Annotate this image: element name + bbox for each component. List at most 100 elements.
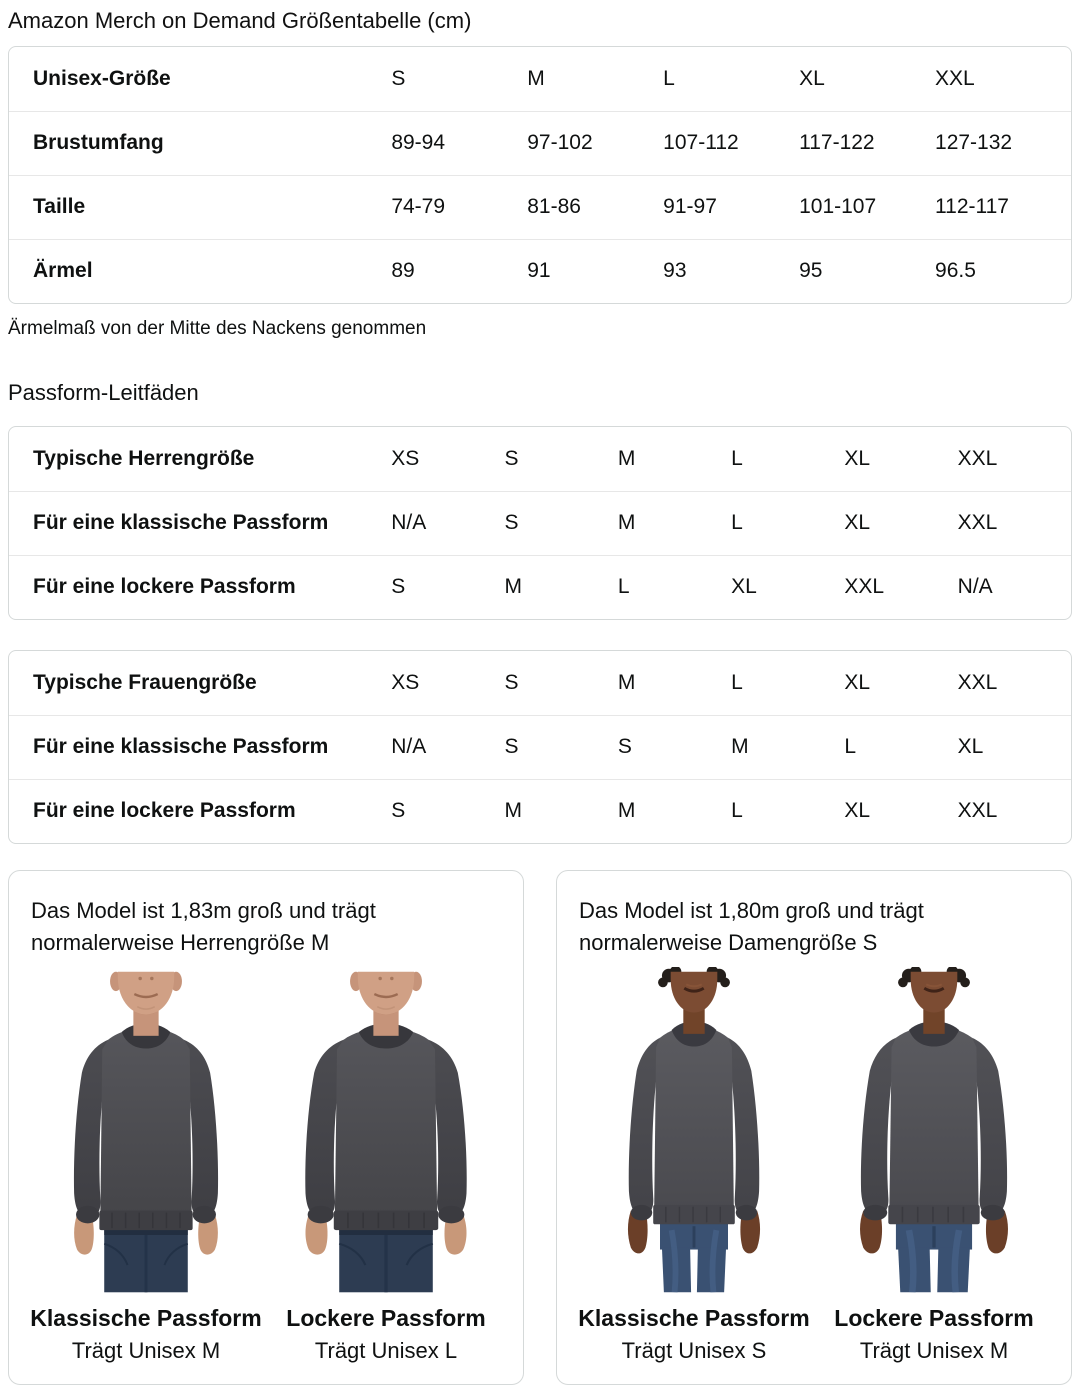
cell: 89 (391, 238, 528, 303)
row-label: Taille (9, 174, 392, 239)
cell: S (504, 490, 618, 555)
row-label: Typische Herrengröße (33, 446, 255, 470)
row-label: Typische Frauengröße (33, 670, 257, 694)
table-row: Ärmel 89 91 93 95 96.5 (9, 238, 1071, 303)
sleeve-measure-footnote: Ärmelmaß von der Mitte des Nackens genom… (8, 318, 427, 339)
cell: XL (844, 446, 871, 470)
cell: 112-117 (935, 174, 1071, 239)
cell: S (617, 714, 732, 779)
cell: XXL (957, 446, 998, 470)
row-label: Für eine lockere Passform (9, 778, 392, 843)
table-row: Taille 74-79 81-86 91-97 101-107 112-117 (9, 174, 1071, 239)
table-row: Für eine klassische Passform N/A S S M L… (9, 714, 1071, 779)
row-label: Für eine lockere Passform (9, 554, 392, 619)
model-cards: Das Model ist 1,83m groß und trägt norma… (8, 870, 1072, 1385)
female-model-loose-fit-photo (832, 966, 1036, 1297)
cell: S (504, 714, 618, 779)
mens-photo-row: Klassische Passform Trägt Unisex M Locke… (30, 967, 501, 1364)
cell: 91-97 (663, 174, 800, 239)
fit-caption: Klassische Passform (30, 1304, 262, 1331)
cell: N/A (391, 714, 505, 779)
table-row: Unisex-Größe S M L XL XXL (9, 47, 1071, 111)
cell: N/A (957, 554, 1071, 619)
cell: 97-102 (527, 110, 664, 175)
cell: XL (844, 778, 958, 843)
size-caption: Trägt Unisex L (314, 1337, 458, 1363)
cell: M (617, 670, 636, 694)
womens-loose-fit-column: Lockere Passform Trägt Unisex M (820, 966, 1048, 1364)
cell: M (617, 778, 732, 843)
cell: XXL (957, 670, 998, 694)
womens-photo-row: Klassische Passform Trägt Unisex S Locke… (578, 966, 1049, 1364)
womens-classic-fit-column: Klassische Passform Trägt Unisex S (578, 966, 810, 1364)
cell: 117-122 (799, 110, 936, 175)
cell: 96.5 (935, 238, 1071, 303)
cell: XS (391, 670, 420, 694)
table-row: Typische Frauengröße XS S M L XL XXL (9, 651, 1071, 715)
cell: XL (799, 66, 825, 90)
cell: M (504, 554, 618, 619)
cell: N/A (391, 490, 505, 555)
cell: XXL (957, 778, 1071, 843)
table-row: Brustumfang 89-94 97-102 107-112 117-122… (9, 110, 1071, 175)
table-row: Für eine klassische Passform N/A S M L X… (9, 490, 1071, 555)
fit-guides-heading: Passform-Leitfäden (8, 380, 199, 405)
row-label: Für eine klassische Passform (9, 490, 392, 555)
cell: XXL (957, 490, 1071, 555)
mens-classic-fit-column: Klassische Passform Trägt Unisex M (30, 967, 262, 1364)
cell: 91 (527, 238, 664, 303)
table-row: Für eine lockere Passform S M L XL XXL N… (9, 554, 1071, 619)
male-model-loose-fit-photo (303, 970, 469, 1294)
cell: S (391, 554, 505, 619)
cell: L (731, 670, 743, 694)
cell: S (391, 66, 406, 90)
cell: 74-79 (391, 174, 528, 239)
unisex-size-table: Unisex-Größe S M L XL XXL Brustumfang 89… (8, 46, 1072, 304)
mens-model-description: Das Model ist 1,83m groß und trägt norma… (31, 898, 376, 955)
fit-caption: Lockere Passform (834, 1304, 1034, 1331)
cell: S (391, 778, 505, 843)
size-caption: Trägt Unisex S (621, 1337, 767, 1363)
cell: M (504, 778, 618, 843)
cell: S (504, 446, 519, 470)
cell: L (731, 778, 845, 843)
size-caption: Trägt Unisex M (71, 1337, 221, 1363)
mens-model-card: Das Model ist 1,83m groß und trägt norma… (8, 870, 524, 1385)
cell: S (504, 670, 519, 694)
cell: L (731, 446, 743, 470)
cell: XS (391, 446, 420, 470)
cell: 101-107 (799, 174, 936, 239)
mens-fit-table: Typische Herrengröße XS S M L XL XXL Für… (8, 426, 1072, 620)
womens-fit-table: Typische Frauengröße XS S M L XL XXL Für… (8, 650, 1072, 844)
womens-model-description: Das Model ist 1,80m groß und trägt norma… (579, 898, 924, 955)
male-model-classic-fit-photo (72, 970, 220, 1294)
row-label: Brustumfang (9, 110, 392, 175)
cell: 95 (799, 238, 936, 303)
cell: M (731, 714, 845, 779)
row-label: Unisex-Größe (33, 66, 171, 90)
cell: M (617, 490, 732, 555)
row-label: Für eine klassische Passform (9, 714, 392, 779)
row-label: Ärmel (9, 238, 392, 303)
fit-caption: Lockere Passform (286, 1304, 486, 1331)
cell: 81-86 (527, 174, 664, 239)
page-title: Amazon Merch on Demand Größentabelle (cm… (8, 8, 472, 33)
female-model-classic-fit-photo (592, 966, 796, 1297)
cell: XL (844, 670, 871, 694)
cell: XL (844, 490, 958, 555)
cell: L (663, 66, 675, 90)
cell: 127-132 (935, 110, 1071, 175)
cell: 93 (663, 238, 800, 303)
cell: 89-94 (391, 110, 528, 175)
table-row: Typische Herrengröße XS S M L XL XXL (9, 427, 1071, 491)
cell: XL (957, 714, 1071, 779)
mens-loose-fit-column: Lockere Passform Trägt Unisex L (272, 967, 500, 1364)
cell: M (617, 446, 636, 470)
table-row: Für eine lockere Passform S M M L XL XXL (9, 778, 1071, 843)
fit-caption: Klassische Passform (578, 1304, 810, 1331)
cell: L (617, 554, 732, 619)
cell: XL (731, 554, 845, 619)
cell: XXL (844, 554, 958, 619)
size-caption: Trägt Unisex M (859, 1337, 1009, 1363)
